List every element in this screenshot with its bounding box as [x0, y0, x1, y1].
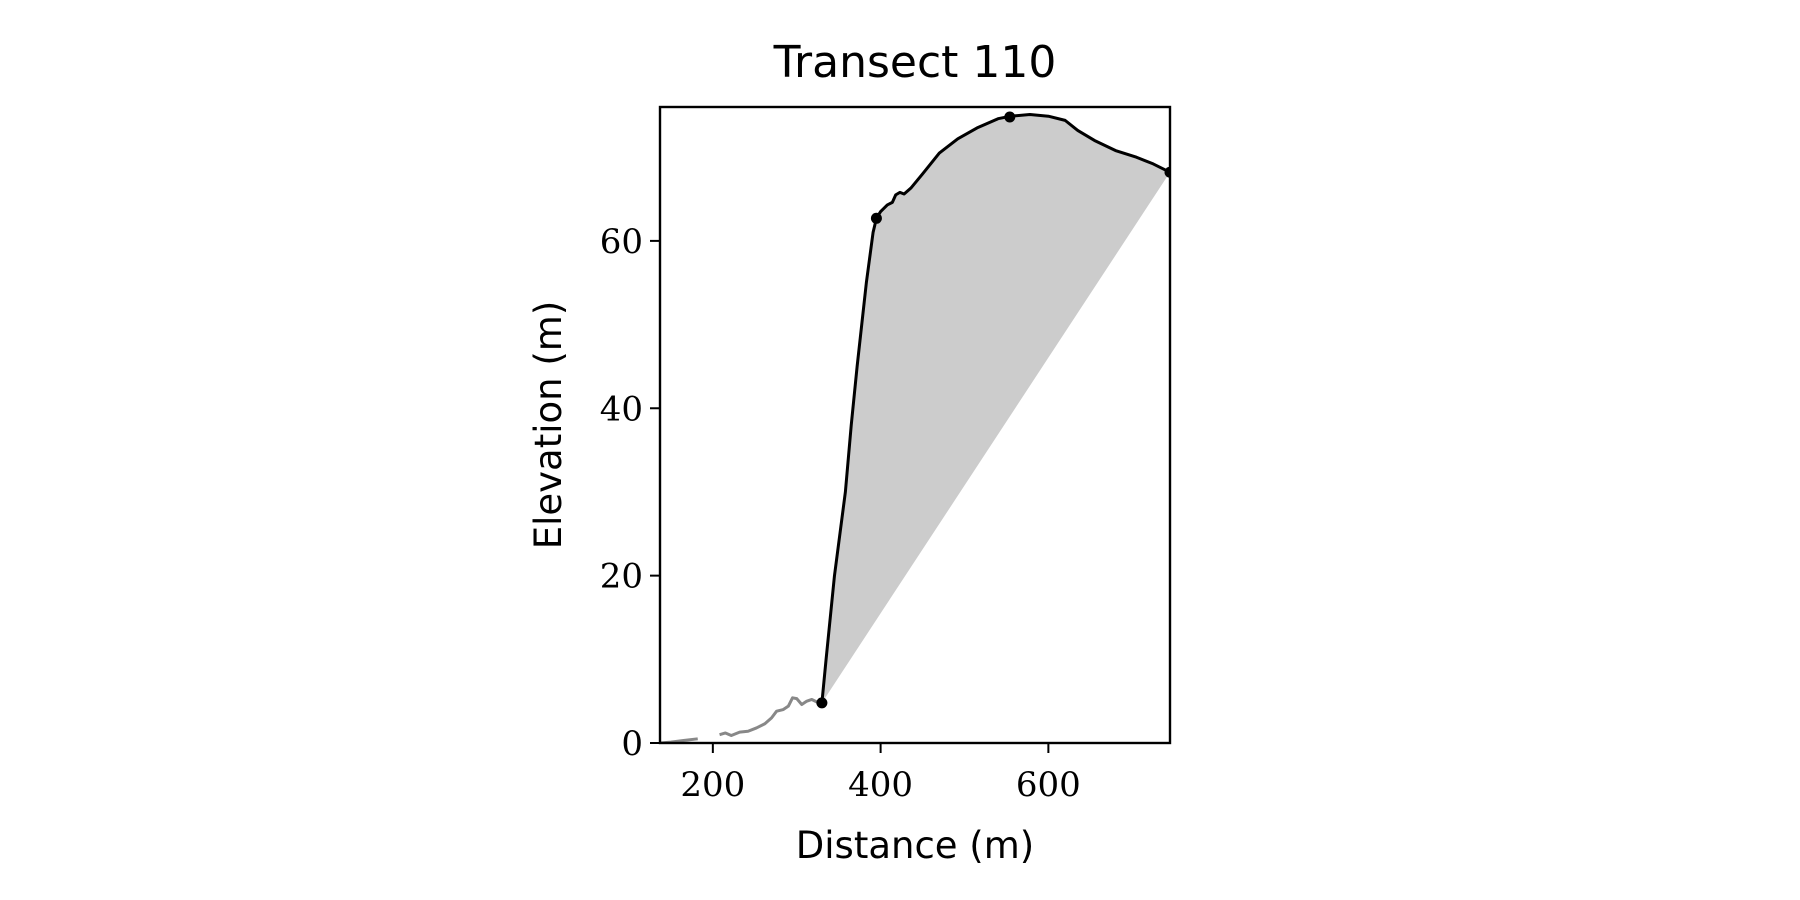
y-tick-label-20: 20 [600, 557, 643, 597]
x-tick-label-600: 600 [1016, 765, 1081, 805]
offshore-profile-line-1 [719, 696, 823, 737]
y-tick-label-0: 0 [621, 724, 643, 764]
y-axis-label: Elevation (m) [527, 301, 570, 550]
chart-title: Transect 110 [773, 37, 1057, 88]
x-tick-label-200: 200 [680, 765, 745, 805]
axes-frame [658, 105, 1172, 745]
plot-area [660, 111, 1170, 743]
cliff-profile-line [820, 113, 1170, 703]
axis-ticks: 200 400 600 0 20 40 60 [600, 222, 1081, 805]
profile-marker-2 [1004, 111, 1016, 123]
profile-marker-3 [1164, 166, 1170, 178]
profile-marker-1 [870, 212, 882, 224]
y-tick-label-60: 60 [600, 222, 643, 262]
x-axis-label: Distance (m) [796, 824, 1034, 867]
profile-marker-0 [816, 697, 828, 709]
shaded-region [821, 114, 1170, 703]
x-tick-label-400: 400 [848, 765, 913, 805]
y-tick-label-40: 40 [600, 389, 643, 429]
